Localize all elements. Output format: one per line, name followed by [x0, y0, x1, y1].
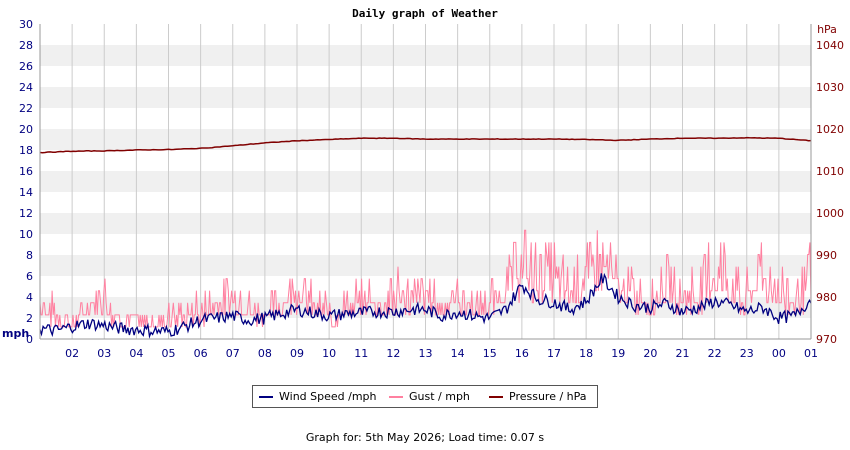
x-tick-08: 08: [258, 347, 272, 360]
left-tick-12: 12: [19, 207, 33, 220]
x-tick-20: 20: [643, 347, 657, 360]
left-tick-24: 24: [19, 81, 33, 94]
x-tick-14: 14: [451, 347, 465, 360]
legend-pressure[interactable]: Pressure / hPa: [489, 390, 587, 403]
x-tick-09: 09: [290, 347, 304, 360]
x-tick-16: 16: [515, 347, 529, 360]
x-tick-07: 07: [226, 347, 240, 360]
x-tick-15: 15: [483, 347, 497, 360]
right-tick-990: 990: [816, 249, 837, 262]
right-tick-1000: 1000: [816, 207, 844, 220]
right-tick-1030: 1030: [816, 81, 844, 94]
legend-pressure-label: Pressure / hPa: [509, 390, 587, 403]
x-tick-06: 06: [194, 347, 208, 360]
x-tick-17: 17: [547, 347, 561, 360]
x-tick-05: 05: [162, 347, 176, 360]
x-tick-22: 22: [708, 347, 722, 360]
right-tick-980: 980: [816, 291, 837, 304]
chart-legend: Wind Speed /mph Gust / mph Pressure / hP…: [252, 385, 598, 408]
axes: [39, 24, 812, 340]
left-tick-26: 26: [19, 60, 33, 73]
x-tick-18: 18: [579, 347, 593, 360]
left-tick-18: 18: [19, 144, 33, 157]
left-tick-30: 30: [19, 18, 33, 31]
left-tick-6: 6: [26, 270, 33, 283]
left-tick-16: 16: [19, 165, 33, 178]
x-tick-19: 19: [611, 347, 625, 360]
left-tick-22: 22: [19, 102, 33, 115]
legend-wind[interactable]: Wind Speed /mph: [259, 390, 377, 403]
x-tick-10: 10: [322, 347, 336, 360]
right-tick-1010: 1010: [816, 165, 844, 178]
right-axis-ticks: 970 980 990 1000 1010 1020 1030 1040: [816, 39, 844, 346]
x-tick-12: 12: [386, 347, 400, 360]
legend-wind-label: Wind Speed /mph: [279, 390, 377, 403]
legend-gust-label: Gust / mph: [409, 390, 470, 403]
right-tick-970: 970: [816, 333, 837, 346]
gust-series: [39, 229, 812, 328]
x-tick-00: 00: [772, 347, 786, 360]
left-tick-2: 2: [26, 312, 33, 325]
x-axis-ticks: 02 03 04 05 06 07 08 09 10 11 12 13 14 15 16 17 18 19 20 21…: [65, 347, 818, 360]
legend-gust[interactable]: Gust / mph: [389, 390, 470, 403]
gust-line: [39, 229, 812, 328]
right-tick-1040: 1040: [816, 39, 844, 52]
left-tick-8: 8: [26, 249, 33, 262]
x-tick-04: 04: [129, 347, 143, 360]
left-tick-4: 4: [26, 291, 33, 304]
x-tick-01: 01: [804, 347, 818, 360]
x-tick-23: 23: [740, 347, 754, 360]
left-tick-0: 0: [26, 333, 33, 346]
wind-line: [39, 272, 812, 339]
legend-gust-swatch: [389, 396, 403, 398]
left-tick-20: 20: [19, 123, 33, 136]
pressure-line: [39, 136, 812, 154]
x-tick-02: 02: [65, 347, 79, 360]
wind-series: [39, 272, 812, 339]
chart-title: Daily graph of Weather: [352, 7, 498, 20]
left-tick-28: 28: [19, 39, 33, 52]
legend-wind-swatch: [259, 396, 273, 398]
x-tick-21: 21: [676, 347, 690, 360]
left-tick-10: 10: [19, 228, 33, 241]
pressure-series: [39, 136, 812, 154]
weather-chart: Daily graph of Weather 02468101214161820…: [2, 7, 844, 360]
x-tick-13: 13: [419, 347, 433, 360]
left-tick-14: 14: [19, 186, 33, 199]
legend-pressure-swatch: [489, 396, 503, 398]
x-tick-03: 03: [97, 347, 111, 360]
left-axis-unit: mph: [2, 327, 29, 340]
footer-status: Graph for: 5th May 2026; Load time: 0.07…: [305, 431, 545, 444]
right-tick-1020: 1020: [816, 123, 844, 136]
x-tick-11: 11: [354, 347, 368, 360]
right-axis-unit: hPa: [817, 23, 837, 36]
